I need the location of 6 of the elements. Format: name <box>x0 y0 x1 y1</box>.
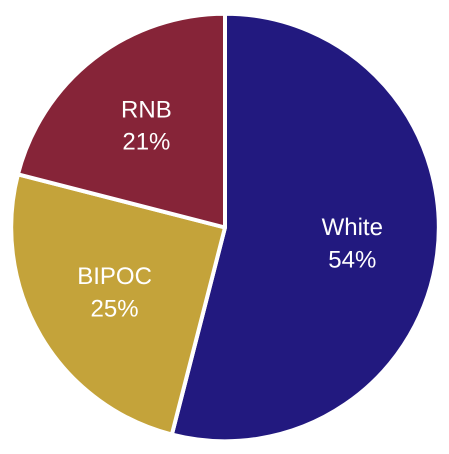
data-label: 25% <box>90 296 139 323</box>
data-label: 21% <box>122 128 170 156</box>
data-label: 54% <box>328 246 376 274</box>
slice-label: BIPOC <box>77 263 152 290</box>
slice-label: RNB <box>121 96 172 124</box>
slice-label: White <box>322 214 383 241</box>
